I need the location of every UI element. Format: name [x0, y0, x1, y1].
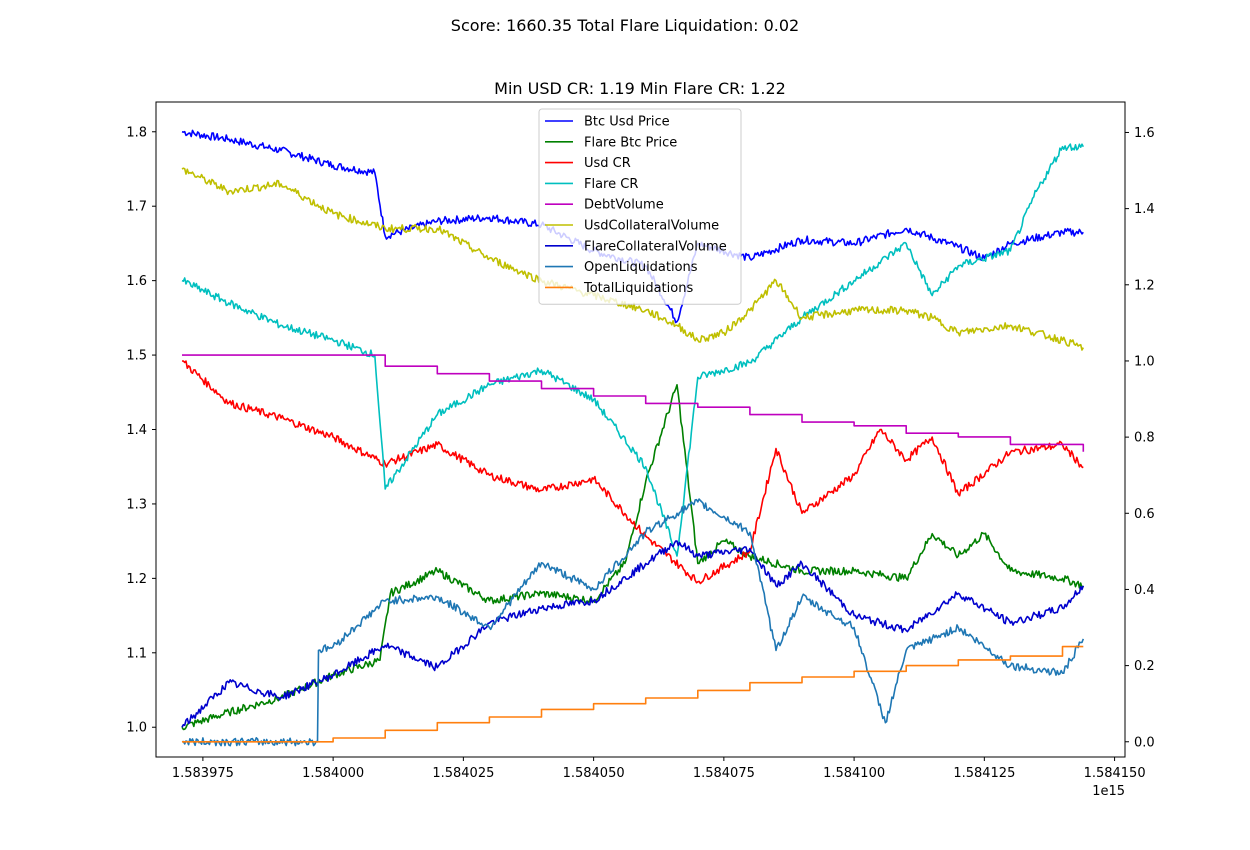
- legend-label: Usd CR: [584, 156, 631, 171]
- series-line-flare-btc-price: [181, 384, 1085, 731]
- axes-title: Min USD CR: 1.19 Min Flare CR: 1.22: [494, 79, 786, 98]
- x-tick-label: 1.584125: [953, 766, 1015, 781]
- legend-label: TotalLiquidations: [583, 281, 693, 296]
- x-axis: 1.583975 1.584000 1.584025 1.584050 1.584075…: [172, 757, 1146, 781]
- y-left-tick-label: 1.2: [126, 572, 147, 587]
- y-left-tick-label: 1.0: [126, 721, 147, 736]
- figure-suptitle: Score: 1660.35 Total Flare Liquidation: …: [451, 16, 799, 35]
- y-left-tick-label: 1.5: [126, 349, 147, 364]
- y-axis-left: 1.0 1.1 1.2 1.3 1.4 1.5 1.6 1.7 1.8: [126, 125, 156, 736]
- series-line-totalliquidations: [182, 645, 1084, 743]
- series-line-usdcollateralvolume: [181, 167, 1085, 351]
- legend-label: OpenLiquidations: [584, 260, 698, 275]
- legend-label: DebtVolume: [584, 198, 664, 213]
- series-line-debtvolume: [182, 354, 1085, 452]
- y-left-tick-label: 1.8: [126, 125, 147, 140]
- x-tick-label: 1.584025: [432, 766, 494, 781]
- legend-label: UsdCollateralVolume: [584, 219, 719, 234]
- series-line-flarecollateralvolume: [181, 540, 1085, 728]
- y-right-tick-label: 1.6: [1134, 126, 1155, 141]
- x-tick-label: 1.584100: [823, 766, 885, 781]
- y-axis-right: 0.0 0.2 0.4 0.6 0.8 1.0 1.2 1.4 1.6: [1125, 126, 1155, 750]
- y-right-tick-label: 0.6: [1134, 507, 1155, 522]
- y-right-tick-label: 1.0: [1134, 354, 1155, 369]
- x-tick-label: 1.584150: [1084, 766, 1146, 781]
- legend-label: Btc Usd Price: [584, 115, 670, 130]
- legend-label: FlareCollateralVolume: [584, 239, 727, 254]
- x-axis-offset-label: 1e15: [1092, 784, 1125, 799]
- y-left-tick-label: 1.4: [126, 423, 147, 438]
- y-left-tick-label: 1.1: [126, 646, 147, 661]
- y-right-tick-label: 0.0: [1134, 735, 1155, 750]
- x-tick-label: 1.584075: [693, 766, 755, 781]
- series-line-openliquidations: [181, 498, 1085, 747]
- y-left-tick-label: 1.7: [126, 200, 147, 215]
- series-line-flare-cr: [181, 143, 1085, 557]
- x-tick-label: 1.584000: [302, 766, 364, 781]
- x-tick-label: 1.583975: [172, 766, 234, 781]
- series-line-usd-cr: [181, 360, 1084, 585]
- legend-label: Flare Btc Price: [584, 135, 677, 150]
- y-right-tick-label: 0.8: [1134, 431, 1155, 446]
- plot-area: [181, 129, 1085, 747]
- legend: Btc Usd Price Flare Btc Price Usd CR Flare …: [538, 108, 742, 305]
- y-right-tick-label: 1.2: [1134, 278, 1155, 293]
- legend-label: Flare CR: [584, 177, 638, 192]
- y-left-tick-label: 1.6: [126, 274, 147, 289]
- y-right-tick-label: 1.4: [1134, 202, 1155, 217]
- y-right-tick-label: 0.4: [1134, 583, 1155, 598]
- x-tick-label: 1.584050: [563, 766, 625, 781]
- y-right-tick-label: 0.2: [1134, 659, 1155, 674]
- y-left-tick-label: 1.3: [126, 497, 147, 512]
- legend-box: [538, 108, 742, 305]
